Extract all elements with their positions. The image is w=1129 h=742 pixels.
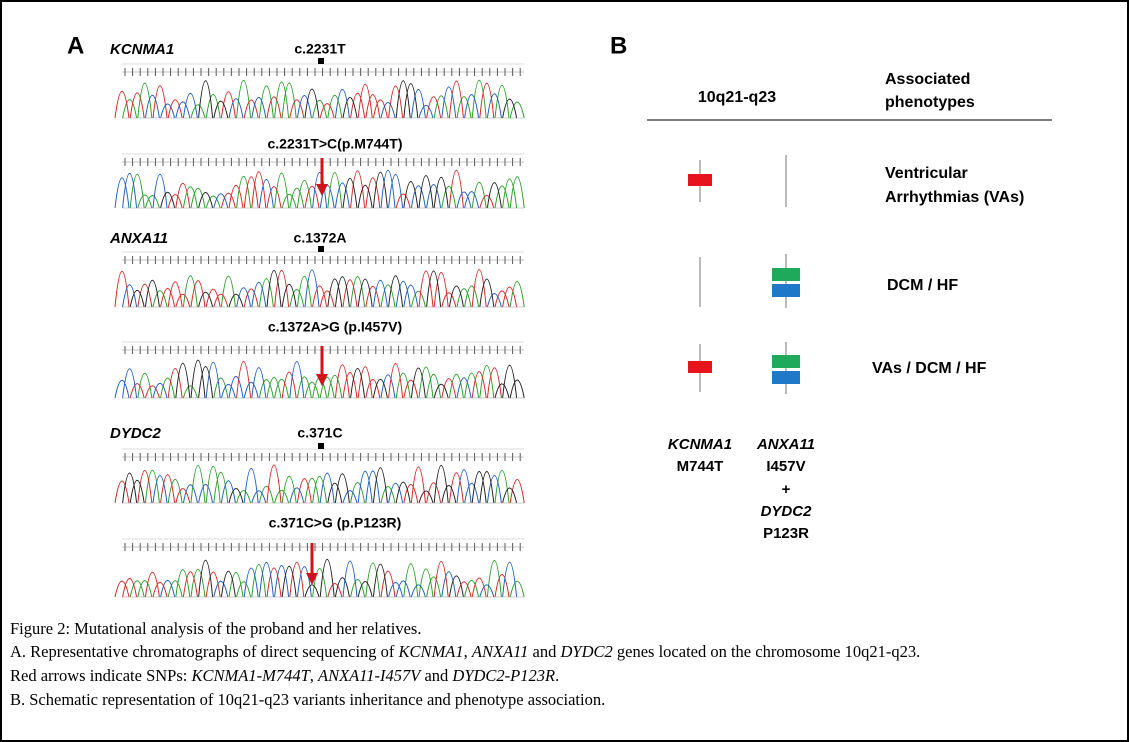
variant-gene: KCNMA1 (668, 436, 732, 453)
variant-label: c.2231T>C(p.M744T) (268, 136, 403, 152)
variant-label: c.1372A>G (p.I457V) (268, 319, 402, 335)
caption-italic: ANXA11-I457V (318, 666, 421, 685)
gene-name: KCNMA1 (110, 41, 174, 58)
trace-peaks (129, 560, 525, 598)
caption-text: A. Representative chromatographs of dire… (10, 642, 399, 661)
variant-gene: DYDC2 (761, 503, 813, 520)
trace-peaks (167, 170, 495, 209)
reference-label: c.1372A (294, 230, 347, 246)
trace-peaks (175, 359, 525, 399)
caption-line: B. Schematic representation of 10q21-q23… (10, 690, 605, 710)
marker-blue (772, 284, 800, 297)
marker-red (688, 174, 712, 186)
caption-line: Red arrows indicate SNPs: KCNMA1-M744T, … (10, 666, 559, 686)
caption-text: genes located on the chromosome 10q21-q2… (612, 642, 921, 661)
caption-line: A. Representative chromatographs of dire… (10, 642, 920, 662)
caption-text: and (528, 642, 561, 661)
variant-joiner: + (782, 481, 791, 498)
marker-blue (772, 371, 800, 384)
header: Associated (885, 71, 970, 88)
trace-peaks (129, 270, 495, 308)
position-marker (318, 443, 324, 449)
phenotype: DCM / HF (887, 277, 958, 294)
chromatogram (114, 153, 525, 209)
chromatogram (114, 538, 525, 598)
trace-peaks (129, 172, 525, 209)
trace-peaks (122, 80, 525, 119)
reference-label: c.371C (297, 425, 342, 441)
panel-letter: B (610, 32, 627, 59)
trace-peaks (122, 269, 502, 308)
trace-peaks (114, 561, 510, 598)
caption-text: Red arrows indicate SNPs: (10, 666, 192, 685)
gene-name: DYDC2 (110, 425, 162, 442)
caption-italic: KCNMA1-M744T (191, 666, 310, 685)
trace-peaks (114, 80, 495, 119)
trace-peaks (122, 465, 518, 504)
trace-peaks (114, 361, 472, 399)
chromatogram (114, 341, 525, 399)
variant-change: M744T (677, 458, 724, 475)
phenotype: VAs / DCM / HF (872, 360, 987, 377)
caption-text: B. Schematic representation of 10q21-q23… (10, 690, 606, 709)
marker-green (772, 355, 800, 368)
chromatogram (114, 246, 525, 308)
trace-peaks (114, 464, 525, 504)
caption-text: and (420, 666, 453, 685)
trace-peaks (144, 86, 502, 119)
phenotype: Arrhythmias (VAs) (885, 189, 1024, 206)
variant-gene: ANXA11 (756, 436, 815, 453)
trace-peaks (114, 269, 518, 308)
trace-peaks (137, 365, 495, 399)
trace-peaks (144, 465, 510, 504)
markers (688, 155, 800, 394)
snp-arrowhead (316, 184, 328, 196)
position-marker (318, 246, 324, 252)
locus: 10q21-q23 (698, 89, 776, 106)
caption-text: Figure 2: Mutational analysis of the pro… (10, 619, 422, 638)
snp-arrowhead (316, 374, 328, 386)
trace-peaks (198, 80, 518, 119)
chromatogram (114, 443, 525, 504)
reference-label: c.2231T (294, 41, 346, 57)
variant-change: I457V (766, 458, 805, 475)
caption-italic: DYDC2 (560, 642, 613, 661)
chromatogram (114, 58, 525, 119)
variant-label: c.371C>G (p.P123R) (269, 515, 402, 531)
caption-line: Figure 2: Mutational analysis of the pro… (10, 619, 421, 639)
caption-italic: DYDC2-P123R (452, 666, 556, 685)
caption-italic: KCNMA1 (398, 642, 464, 661)
caption-text: , (463, 642, 472, 661)
trace-peaks (129, 361, 502, 399)
caption-text: . (555, 666, 560, 685)
snp-arrowhead (306, 573, 318, 585)
position-marker (318, 58, 324, 64)
panel-letter: A (67, 32, 84, 59)
trace-peaks (152, 467, 502, 504)
trace-peaks (160, 560, 518, 598)
gene-name: ANXA11 (109, 230, 168, 247)
header: phenotypes (885, 94, 975, 111)
caption-italic: ANXA11 (471, 642, 529, 661)
caption-text: , (309, 666, 318, 685)
trace-peaks (152, 275, 525, 308)
figure: A B 10q21-q23 Associated phenotypes Vent… (67, 32, 1052, 598)
phenotype: Ventricular (885, 165, 968, 182)
marker-green (772, 268, 800, 281)
variant-change: P123R (763, 525, 809, 542)
marker-red (688, 361, 712, 373)
trace-peaks (160, 171, 502, 209)
